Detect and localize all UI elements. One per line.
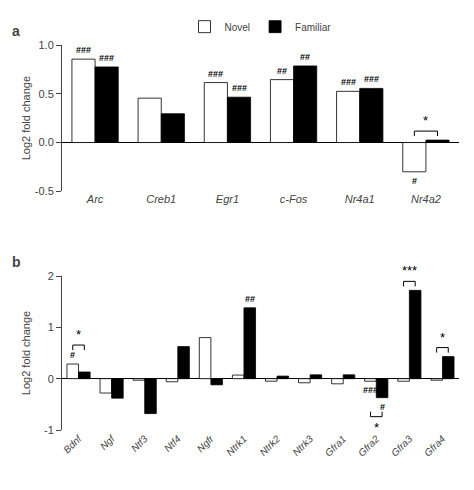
svg-text:Gfra3: Gfra3 xyxy=(389,433,415,459)
svg-text:Familiar: Familiar xyxy=(295,22,331,33)
svg-text:0.0: 0.0 xyxy=(39,136,54,148)
svg-text:##: ## xyxy=(245,294,255,304)
svg-text:#: # xyxy=(412,176,417,186)
svg-text:***: *** xyxy=(402,263,417,278)
svg-text:b: b xyxy=(12,254,21,270)
svg-text:Creb1: Creb1 xyxy=(146,193,176,205)
svg-text:-1: -1 xyxy=(44,424,54,436)
svg-text:###: ### xyxy=(341,77,356,87)
svg-text:Gfra1: Gfra1 xyxy=(323,433,348,458)
svg-text:-0.5: -0.5 xyxy=(35,185,54,197)
svg-text:a: a xyxy=(12,23,20,39)
svg-text:Ntf4: Ntf4 xyxy=(162,433,183,454)
svg-text:Nr4a2: Nr4a2 xyxy=(411,193,441,205)
svg-text:Log2 fold change: Log2 fold change xyxy=(20,76,32,160)
svg-text:*: * xyxy=(440,330,445,345)
svg-text:###: ### xyxy=(76,45,91,55)
svg-text:Gfra2: Gfra2 xyxy=(356,433,382,459)
svg-text:###: ### xyxy=(232,83,247,93)
svg-text:0: 0 xyxy=(48,373,54,385)
svg-text:#: # xyxy=(380,402,385,412)
svg-text:Ntrk1: Ntrk1 xyxy=(224,433,249,458)
svg-text:Ngfr: Ngfr xyxy=(195,433,217,455)
svg-text:##: ## xyxy=(277,66,287,76)
svg-text:Novel: Novel xyxy=(225,22,251,33)
svg-text:###: ### xyxy=(99,53,114,63)
svg-text:Ntrk2: Ntrk2 xyxy=(257,433,282,458)
svg-text:*: * xyxy=(423,113,428,128)
svg-text:###: ### xyxy=(364,74,379,84)
svg-text:Egr1: Egr1 xyxy=(216,193,239,205)
svg-text:1.0: 1.0 xyxy=(39,39,54,51)
svg-text:2: 2 xyxy=(48,270,54,282)
svg-text:Ngf: Ngf xyxy=(98,432,118,452)
svg-text:Ntf3: Ntf3 xyxy=(129,433,150,454)
svg-text:Log2 fold change: Log2 fold change xyxy=(20,311,32,395)
svg-text:Nr4a1: Nr4a1 xyxy=(345,193,375,205)
svg-text:###: ### xyxy=(208,69,223,79)
svg-text:Arc: Arc xyxy=(86,193,104,205)
svg-text:Gfra4: Gfra4 xyxy=(422,433,448,459)
svg-text:*: * xyxy=(374,420,379,435)
svg-text:Bdnf: Bdnf xyxy=(61,432,84,455)
svg-text:*: * xyxy=(76,327,81,342)
svg-text:#: # xyxy=(70,350,75,360)
svg-text:0.5: 0.5 xyxy=(39,88,54,100)
svg-text:##: ## xyxy=(300,52,310,62)
svg-text:Ntrk3: Ntrk3 xyxy=(290,433,315,458)
svg-text:c-Fos: c-Fos xyxy=(280,193,308,205)
svg-text:###: ### xyxy=(363,385,378,395)
svg-text:1: 1 xyxy=(48,321,54,333)
